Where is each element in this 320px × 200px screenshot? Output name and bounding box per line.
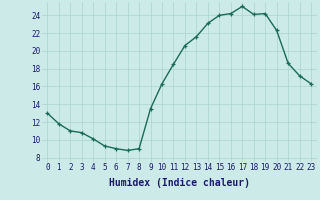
- X-axis label: Humidex (Indice chaleur): Humidex (Indice chaleur): [109, 178, 250, 188]
